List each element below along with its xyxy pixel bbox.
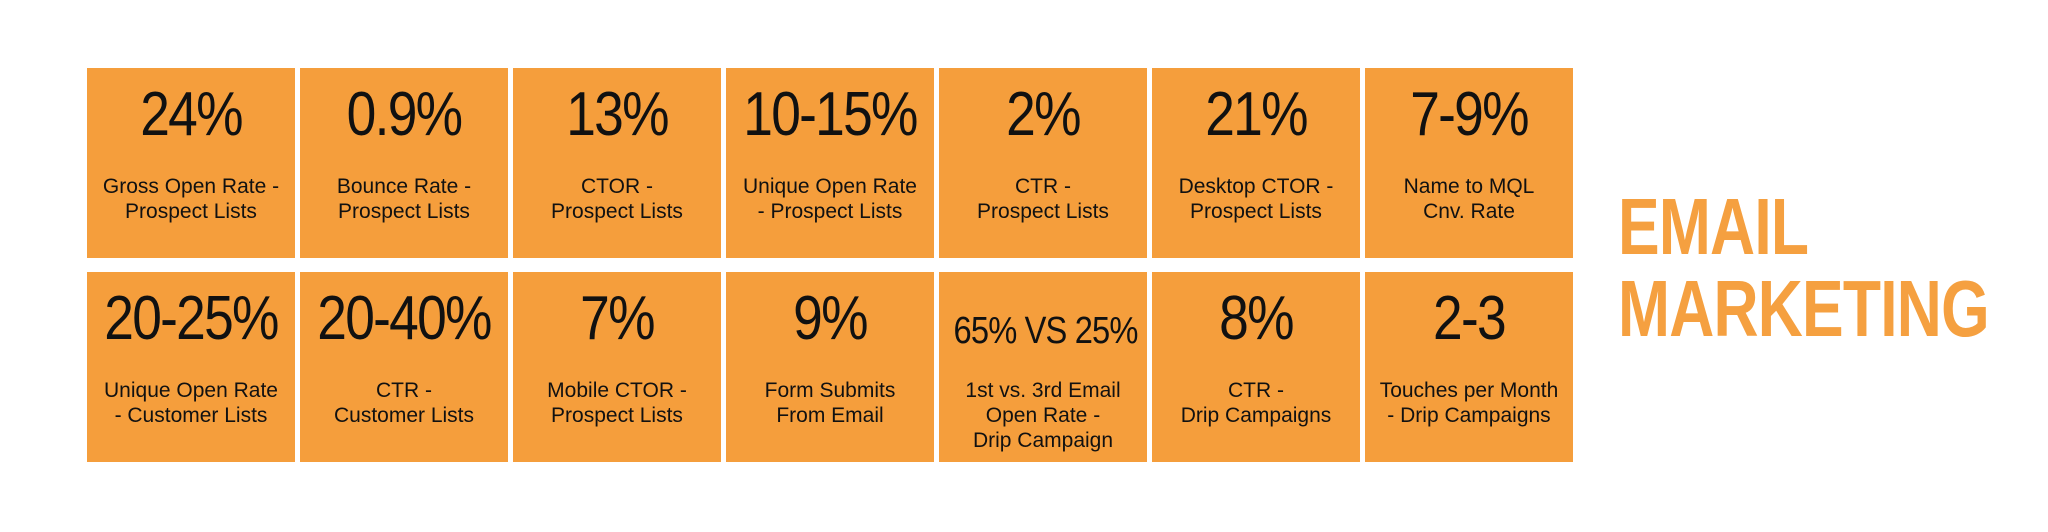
metric-label: Unique Open Rate - Customer Lists	[104, 379, 278, 427]
metric-value: 2-3	[1433, 284, 1507, 353]
metric-value: 7-9%	[1410, 80, 1529, 149]
metric-value: 8%	[1219, 284, 1294, 353]
metric-label: Gross Open Rate - Prospect Lists	[102, 175, 280, 223]
metric-tile-desktop-ctor: 21% Desktop CTOR - Prospect Lists	[1152, 68, 1360, 258]
metric-tile-bounce-rate: 0.9% Bounce Rate - Prospect Lists	[300, 68, 508, 258]
metric-value: 10-15%	[743, 80, 918, 149]
metric-tile-touches-per-month: 2-3 Touches per Month - Drip Campaigns	[1365, 272, 1573, 462]
metric-tile-ctr-customer: 20-40% CTR - Customer Lists	[300, 272, 508, 462]
metric-label: 1st vs. 3rd Email Open Rate - Drip Campa…	[965, 379, 1121, 452]
metric-label: Mobile CTOR - Prospect Lists	[547, 379, 687, 427]
metric-value: 13%	[566, 80, 669, 149]
metric-tile-unique-open-prospect: 10-15% Unique Open Rate - Prospect Lists	[726, 68, 934, 258]
metric-tile-gross-open-rate: 24% Gross Open Rate - Prospect Lists	[87, 68, 295, 258]
metric-tile-ctor-prospect: 13% CTOR - Prospect Lists	[513, 68, 721, 258]
headline-line-1: EMAIL	[1618, 182, 1809, 271]
metric-tile-name-to-mql: 7-9% Name to MQL Cnv. Rate	[1365, 68, 1573, 258]
metric-value: 21%	[1205, 80, 1308, 149]
metric-value: 24%	[140, 80, 243, 149]
metric-label: Desktop CTOR - Prospect Lists	[1178, 175, 1334, 223]
metric-value: 2%	[1006, 80, 1081, 149]
metric-label: Unique Open Rate - Prospect Lists	[743, 175, 917, 223]
metric-value: 7%	[580, 284, 655, 353]
metric-label: Name to MQL Cnv. Rate	[1403, 175, 1535, 223]
metric-value: 20-40%	[317, 284, 492, 353]
metric-label: Bounce Rate - Prospect Lists	[336, 175, 472, 223]
metric-tile-first-vs-third-open: 65% VS 25% 1st vs. 3rd Email Open Rate -…	[939, 272, 1147, 462]
metric-label: Touches per Month - Drip Campaigns	[1379, 379, 1559, 427]
metric-tile-form-submits: 9% Form Submits From Email	[726, 272, 934, 462]
headline-line-2: MARKETING	[1618, 264, 1990, 353]
metric-value: 20-25%	[104, 284, 279, 353]
email-marketing-headline: EMAIL MARKETING	[1618, 182, 1990, 353]
metric-value: 65% VS 25%	[953, 310, 1139, 352]
metric-value: 0.9%	[346, 80, 463, 149]
metric-tile-unique-open-customer: 20-25% Unique Open Rate - Customer Lists	[87, 272, 295, 462]
metric-label: CTR - Drip Campaigns	[1180, 379, 1332, 427]
metric-label: CTR - Prospect Lists	[977, 175, 1109, 223]
metric-value: 9%	[793, 284, 868, 353]
metric-label: Form Submits From Email	[764, 379, 896, 427]
metric-label: CTR - Customer Lists	[333, 379, 475, 427]
metric-tile-ctr-prospect: 2% CTR - Prospect Lists	[939, 68, 1147, 258]
metric-tile-ctr-drip: 8% CTR - Drip Campaigns	[1152, 272, 1360, 462]
metric-tile-mobile-ctor: 7% Mobile CTOR - Prospect Lists	[513, 272, 721, 462]
metric-label: CTOR - Prospect Lists	[551, 175, 683, 223]
metrics-grid: 24% Gross Open Rate - Prospect Lists 0.9…	[87, 68, 1573, 462]
